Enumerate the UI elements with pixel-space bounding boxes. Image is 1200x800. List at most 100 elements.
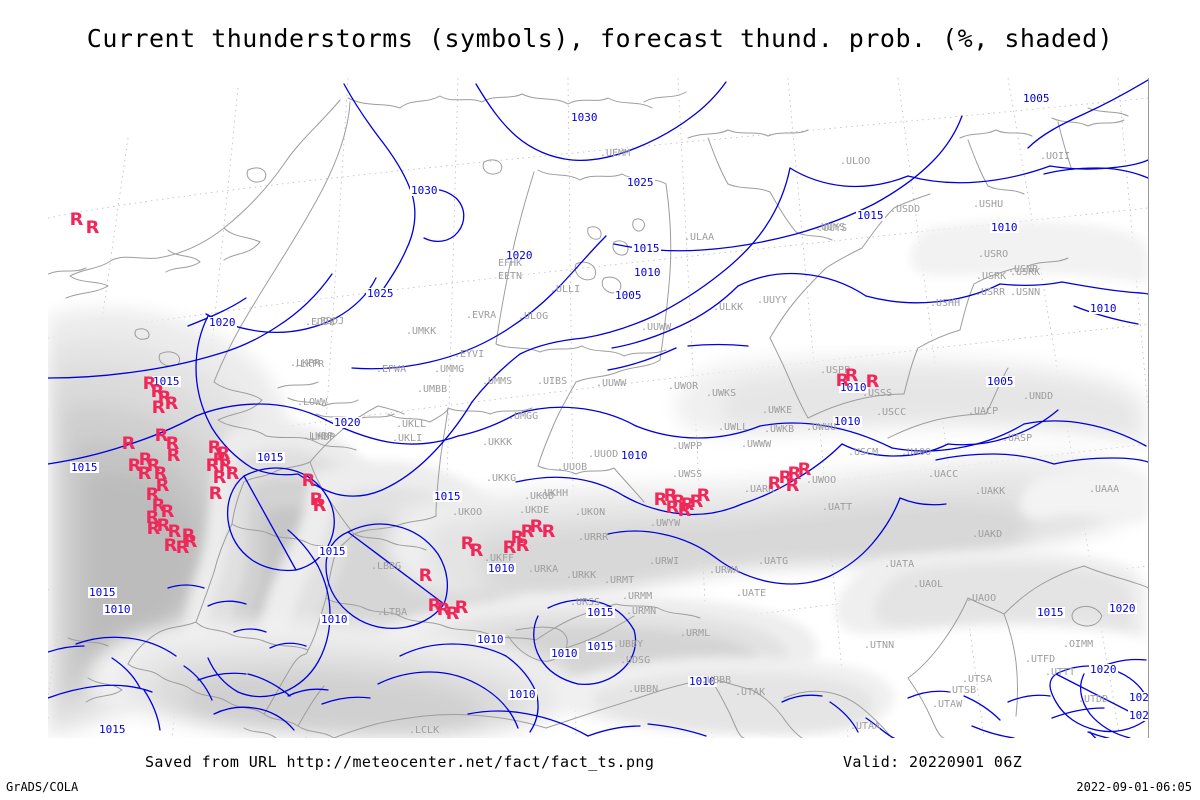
thunderstorm-symbol: R: [460, 534, 475, 554]
station-id-label: .UMGG: [508, 411, 539, 422]
isobar-label: 1010: [633, 266, 662, 279]
isobar-label: 1010: [550, 647, 579, 660]
station-id-label: .UWLL: [718, 422, 749, 433]
station-id-label: .URRR: [578, 532, 609, 543]
station-id-label: .UKLI: [392, 433, 423, 444]
thunderstorm-symbol: R: [160, 502, 175, 522]
thunderstorm-symbol: R: [445, 604, 460, 624]
isobar-label: 102: [1128, 709, 1149, 722]
station-id-label: .USSS: [862, 388, 893, 399]
thunderstorm-symbol: R: [778, 468, 793, 488]
station-id-label: .UWKE: [762, 405, 793, 416]
station-id-label: .UOII: [1040, 151, 1071, 162]
station-id-label: .USPP: [820, 365, 851, 376]
station-id-label: .LHBP: [305, 432, 336, 443]
thunderstorm-symbol: R: [165, 434, 180, 454]
thunderstorm-symbol: R: [502, 538, 517, 558]
station-id-label: .USNR: [1008, 264, 1039, 275]
station-id-label: .UTNN: [864, 640, 895, 651]
thunderstorm-symbol: R: [529, 517, 544, 537]
thunderstorm-symbol: R: [835, 371, 850, 391]
station-id-label: .EDDZ: [305, 317, 336, 328]
station-id-label: .UBBN: [628, 684, 659, 695]
thunderstorm-symbol: R: [767, 474, 782, 494]
station-id-label: .USCC: [876, 407, 907, 418]
station-id-label: EFHK: [498, 258, 523, 269]
isobar-label: 1010: [508, 688, 537, 701]
generation-timestamp: 2022-09-01-06:05: [1076, 780, 1192, 794]
thunderstorm-symbol: R: [865, 372, 880, 392]
thunderstorm-symbol: R: [121, 434, 136, 454]
isobar-label: 1015: [433, 490, 462, 503]
thunderstorm-symbol: R: [677, 501, 692, 521]
isobar-label: 1015: [856, 209, 885, 222]
source-url-label: Saved from URL http://meteocenter.net/fa…: [145, 753, 655, 771]
thunderstorm-symbol: R: [218, 456, 233, 476]
isobar-label: 1015: [632, 242, 661, 255]
station-id-label: .UUWW: [641, 322, 672, 333]
station-id-label: .UAKK: [975, 486, 1006, 497]
thunderstorm-symbol: R: [145, 485, 160, 505]
station-id-label: .UEMM: [600, 148, 631, 159]
station-id-label: .USRK: [1010, 267, 1041, 278]
thunderstorm-symbol: R: [680, 495, 695, 515]
station-id-label: .UWSS: [672, 469, 703, 480]
station-id-label: .ULKK: [713, 302, 744, 313]
station-id-label: .UASP: [1002, 433, 1033, 444]
thunderstorm-symbol: R: [787, 464, 802, 484]
station-id-label: .UAOL: [913, 579, 944, 590]
thunderstorm-symbol: R: [146, 456, 161, 476]
station-id-label: .UTFD: [1025, 654, 1056, 665]
station-id-label: .ULOO: [840, 156, 871, 167]
thunderstorm-symbol: R: [418, 566, 433, 586]
isobar-label: 1010: [839, 381, 868, 394]
isobar-label: 1015: [70, 461, 99, 474]
thunderstorm-symbol: R: [671, 492, 686, 512]
station-id-label: .UKOD: [524, 491, 555, 502]
isobar-label: 1020: [333, 416, 362, 429]
station-id-label: .UMMG: [434, 364, 465, 375]
thunderstorm-symbol: R: [85, 218, 100, 238]
station-id-label: .UIBS: [537, 376, 568, 387]
station-id-label: .EPWA: [376, 364, 407, 375]
station-id-label: .EYVI: [454, 349, 485, 360]
station-id-label: .UATE: [736, 588, 767, 599]
thunderstorm-symbol: R: [212, 450, 227, 470]
isobar-label: 1020: [1108, 602, 1137, 615]
station-id-label: .USRR: [975, 287, 1006, 298]
thunderstorm-symbol: R: [696, 486, 711, 506]
station-id-label: .UAKD: [972, 529, 1003, 540]
station-id-label: .UKON: [575, 507, 606, 518]
thunderstorm-symbol: R: [69, 210, 84, 230]
station-id-label: .LOWW: [297, 397, 328, 408]
thunderstorm-symbol: R: [309, 490, 324, 510]
vector-layer: [48, 79, 1148, 738]
isobar-label: 1015: [1036, 606, 1065, 619]
thunderstorm-symbol: R: [150, 382, 165, 402]
isobar-label: 1015: [586, 606, 615, 619]
thunderstorm-symbol: R: [301, 471, 316, 491]
station-id-label: .UWPP: [672, 441, 703, 452]
station-id-label: .LBBG: [371, 561, 402, 572]
weather-map: 1030 1030 1025 1025 1020 1020 1020 1015 1015 1015…: [48, 78, 1149, 738]
station-id-label: .UKOO: [452, 507, 483, 518]
station-id-label: .LHBP: [303, 431, 334, 442]
station-id-label: .UWWW: [741, 439, 772, 450]
thunderstorm-symbol: R: [164, 394, 179, 414]
station-id-label: .ULLI: [550, 284, 581, 295]
isobar-label: 1020: [1089, 663, 1118, 676]
map-canvas: 1030 1030 1025 1025 1020 1020 1020 1015 1015 1015…: [48, 78, 1148, 738]
isobar-label: 1005: [614, 289, 643, 302]
thunderstorm-symbol: R: [797, 460, 812, 480]
isobar-label: 1015: [586, 640, 615, 653]
station-id-label: .UMKK: [406, 326, 437, 337]
station-id-label: .UACP: [968, 406, 999, 417]
isobar-label: 1005: [986, 375, 1015, 388]
station-id-label: .UTDD: [1078, 694, 1109, 705]
station-id-label: .UWKB: [764, 424, 795, 435]
thunderstorm-symbol: R: [665, 498, 680, 518]
thunderstorm-symbol: R: [166, 446, 181, 466]
thunderstorm-symbol: R: [212, 468, 227, 488]
thunderstorm-symbol: R: [207, 438, 222, 458]
thunderstorm-symbol: R: [154, 426, 169, 446]
